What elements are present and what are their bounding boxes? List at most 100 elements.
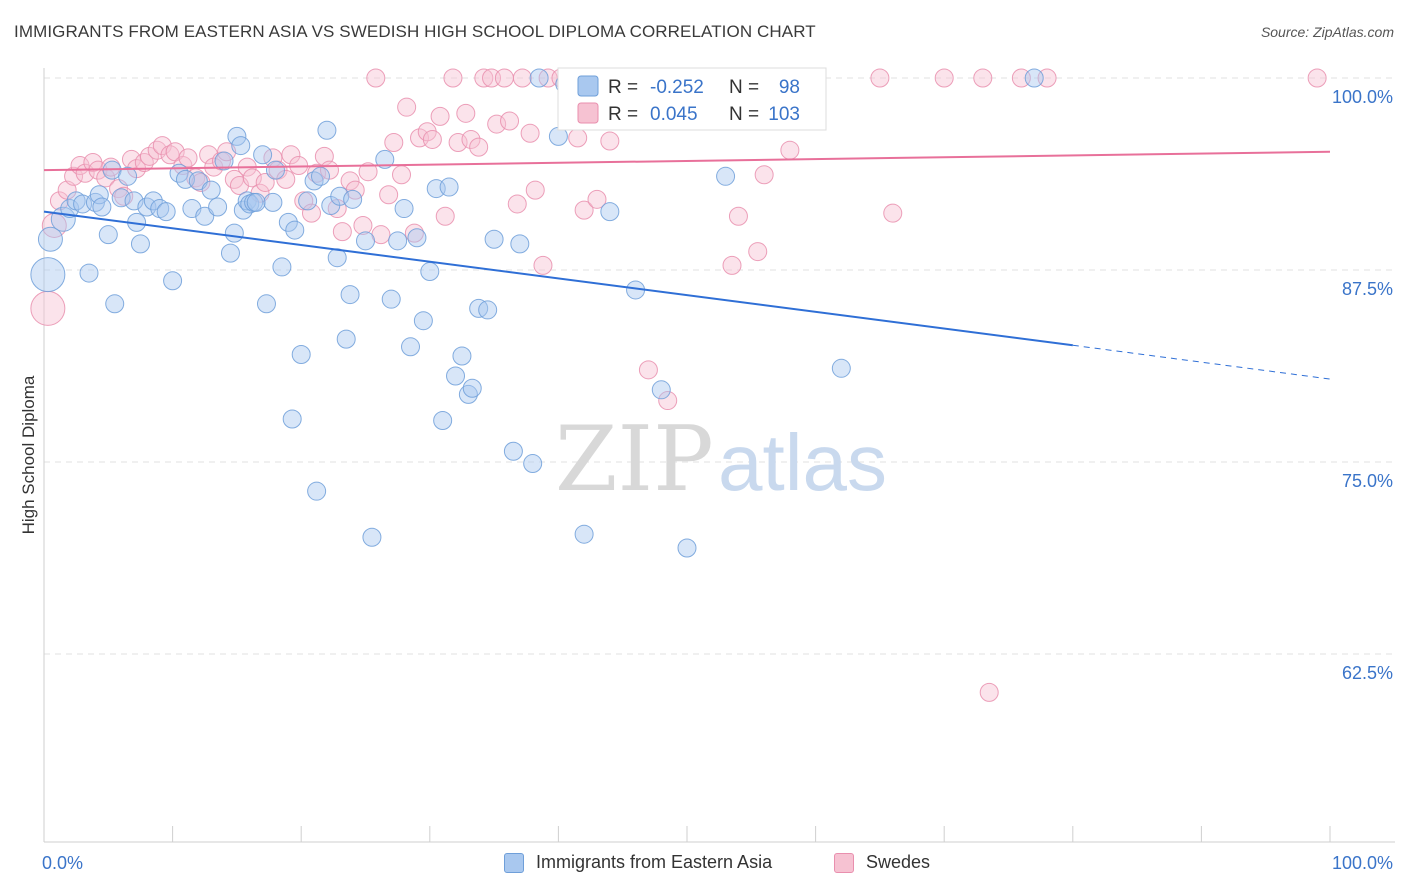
eastern-asia-point	[343, 189, 363, 209]
swedes-point	[469, 137, 489, 157]
eastern-asia-point	[30, 257, 66, 293]
eastern-asia-point	[356, 231, 375, 251]
eastern-asia-point	[253, 145, 273, 165]
y-tick-label-2: 87.5%	[1342, 279, 1393, 299]
chart-title: IMMIGRANTS FROM EASTERN ASIA VS SWEDISH …	[14, 22, 816, 41]
swedes-point	[520, 123, 540, 143]
eastern-asia-point	[98, 225, 118, 245]
swedes-point	[443, 68, 463, 88]
swedes-point	[638, 360, 658, 380]
y-tick-label-3: 100.0%	[1332, 87, 1393, 107]
swedes-point	[101, 157, 121, 177]
eastern-asia-point	[413, 311, 433, 331]
swedes-point	[384, 133, 404, 153]
swedes-point	[217, 142, 237, 162]
eastern-asia-point	[420, 262, 440, 282]
legend-swatch-swedes	[834, 852, 854, 873]
eastern-asia-point	[433, 411, 453, 431]
eastern-asia-point	[310, 166, 330, 186]
legend-pink-n-value: 103	[768, 104, 800, 125]
axes	[43, 68, 1395, 843]
legend-item-swedes[interactable]: Swedes	[834, 852, 930, 873]
swedes-point	[64, 166, 84, 186]
legend-swatch-pink	[577, 102, 599, 124]
legend-label-swedes: Swedes	[866, 852, 931, 872]
swedes-point	[301, 203, 321, 223]
eastern-asia-point	[298, 191, 318, 211]
swedes-point	[780, 140, 800, 160]
eastern-asia-point	[503, 441, 523, 461]
y-tick-label-0: 62.5%	[1342, 663, 1393, 683]
eastern-asia-point	[231, 136, 251, 156]
swedes-point	[883, 203, 903, 223]
swedes-point	[658, 391, 678, 411]
eastern-asia-point	[37, 226, 63, 252]
eastern-asia-point	[381, 289, 401, 309]
eastern-asia-point	[600, 202, 620, 222]
trend-line-eastern-asia-extension	[1072, 344, 1331, 380]
eastern-asia-point	[118, 166, 138, 186]
eastern-asia-point	[439, 177, 459, 197]
eastern-asia-point	[478, 300, 498, 320]
eastern-asia-point	[388, 231, 408, 251]
eastern-asia-point	[462, 378, 482, 398]
y-axis-label: High School Diploma	[19, 375, 38, 534]
eastern-asia-point	[523, 454, 543, 474]
swedes-point	[397, 97, 417, 117]
eastern-asia-point	[60, 199, 80, 219]
swedes-point	[487, 114, 507, 134]
eastern-asia-point	[272, 257, 292, 277]
x-tick-label-0: 0.0%	[42, 853, 83, 873]
eastern-asia-point	[111, 188, 131, 208]
eastern-asia-point	[401, 337, 421, 357]
eastern-asia-point	[574, 524, 594, 544]
swedes-point	[307, 163, 327, 183]
swedes-point	[422, 129, 442, 149]
trend-line-eastern-asia	[43, 210, 1073, 347]
watermark-zip: ZIP	[555, 407, 714, 512]
eastern-asia-point	[362, 527, 382, 547]
swedes-point	[979, 682, 999, 702]
eastern-asia-point	[394, 199, 414, 219]
correlation-legend: R = -0.252 N = 98 R = 0.045 N = 103	[557, 67, 827, 131]
swedes-point	[358, 162, 378, 182]
eastern-asia-point	[1024, 68, 1044, 88]
series-eastern-asia	[30, 68, 1044, 558]
legend-blue-n-label: N =	[729, 77, 759, 98]
swedes-point	[587, 189, 607, 209]
eastern-asia-point	[143, 191, 163, 211]
swedes-point	[435, 206, 455, 226]
swedes-point	[242, 168, 262, 188]
swedes-point	[533, 255, 553, 275]
eastern-asia-point	[79, 263, 99, 283]
swedes-point	[134, 152, 154, 172]
eastern-asia-point	[510, 234, 530, 254]
watermark: ZIP atlas	[555, 407, 887, 512]
eastern-asia-point	[163, 271, 183, 291]
gridlines	[44, 77, 1395, 655]
swedes-point	[366, 68, 386, 88]
swedes-point	[49, 191, 69, 211]
swedes-point	[728, 206, 748, 226]
swedes-point	[748, 242, 768, 262]
eastern-asia-point	[407, 228, 427, 248]
legend-item-eastern-asia[interactable]: Immigrants from Eastern Asia	[504, 852, 772, 873]
eastern-asia-point	[263, 192, 283, 212]
eastern-asia-point	[677, 538, 697, 558]
legend-pink-n-label: N =	[729, 104, 759, 125]
y-tick-label-1: 75.0%	[1342, 471, 1393, 491]
swedes-point	[392, 165, 412, 185]
swedes-point	[178, 148, 198, 168]
eastern-asia-point	[317, 120, 337, 140]
eastern-asia-point	[307, 481, 327, 501]
eastern-asia-point	[130, 234, 150, 254]
series-legend: Immigrants from Eastern Asia Swedes	[0, 852, 1406, 878]
swedes-point	[461, 129, 481, 149]
watermark-atlas: atlas	[718, 418, 887, 507]
swedes-point	[332, 222, 352, 242]
legend-swatch-eastern-asia	[504, 852, 524, 873]
eastern-asia-point	[336, 329, 356, 349]
eastern-asia-point	[208, 197, 228, 217]
swedes-point	[340, 171, 360, 191]
